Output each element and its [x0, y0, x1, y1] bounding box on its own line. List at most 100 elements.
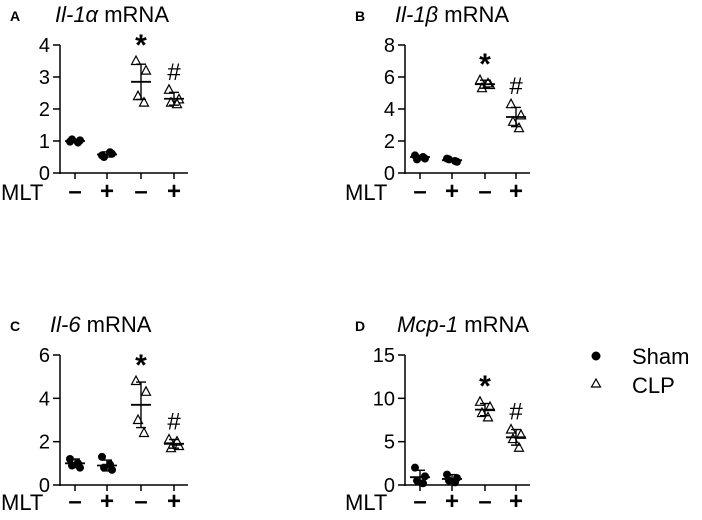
significance-hash: # — [167, 409, 181, 436]
y-tick-label: 0 — [384, 475, 395, 497]
data-point-sham — [98, 452, 106, 461]
group-2 — [442, 154, 462, 166]
data-point-clp — [507, 432, 519, 444]
chart-title: Mcp-1 mRNA — [397, 312, 529, 337]
data-point-clp — [163, 433, 175, 444]
data-point-clp — [165, 441, 177, 453]
data-point-sham — [413, 476, 421, 485]
group-4 — [163, 83, 185, 109]
mlt-sign-label: + — [445, 488, 459, 515]
data-point-clp — [165, 96, 177, 107]
data-point-clp — [138, 426, 150, 438]
y-tick-label: 4 — [384, 99, 395, 121]
group-1 — [65, 455, 85, 472]
y-tick-label: 8 — [384, 35, 395, 57]
data-point-clp — [140, 64, 152, 75]
y-tick-label: 0 — [384, 163, 395, 185]
mlt-row-label: MLT — [345, 490, 387, 515]
mlt-sign-label: + — [445, 178, 459, 205]
legend: Sham CLP — [590, 344, 689, 398]
data-point-clp — [138, 96, 150, 107]
data-point-sham — [106, 460, 114, 469]
group-3 — [130, 374, 152, 438]
mlt-sign-label: – — [134, 178, 147, 205]
y-tick-label: 0 — [39, 163, 50, 185]
y-tick-label: 6 — [39, 345, 50, 367]
group-1 — [410, 463, 430, 488]
group-1 — [65, 135, 85, 147]
significance-star: * — [135, 29, 147, 62]
panel-letter: D — [355, 318, 365, 334]
y-tick-label: 0 — [39, 475, 50, 497]
y-tick-label: 2 — [39, 432, 50, 454]
y-tick-label: 2 — [39, 99, 50, 121]
chart-title: Il-1α mRNA — [55, 2, 169, 27]
data-point-clp — [507, 115, 519, 126]
y-tick-label: 1 — [39, 131, 50, 153]
data-point-clp — [140, 385, 152, 396]
chart-title-gene: Il-1β — [395, 2, 439, 27]
group-2 — [97, 148, 117, 161]
data-point-clp — [132, 413, 144, 425]
panel-letter: C — [10, 318, 20, 334]
group-3 — [474, 73, 496, 93]
significance-hash: # — [167, 59, 181, 86]
significance-hash: # — [509, 73, 523, 100]
mlt-sign-label: – — [68, 488, 81, 515]
group-2 — [442, 470, 462, 487]
legend-clp-label: CLP — [632, 373, 675, 398]
chart-title: Il-6 mRNA — [50, 312, 152, 337]
chart-title-suffix: mRNA — [98, 2, 169, 27]
data-point-sham — [419, 479, 427, 488]
mlt-sign-label: + — [509, 178, 523, 205]
y-tick-label: 10 — [373, 388, 395, 410]
panel-letter: A — [10, 8, 20, 24]
mlt-sign-label: + — [100, 488, 114, 515]
mlt-sign-label: – — [413, 178, 426, 205]
chart-title-suffix: mRNA — [458, 312, 529, 337]
group-3 — [130, 54, 152, 107]
legend-clp-marker — [590, 377, 602, 388]
chart-title-suffix: mRNA — [438, 2, 509, 27]
legend-sham-label: Sham — [632, 344, 689, 369]
mlt-row-label: MLT — [1, 180, 43, 205]
data-point-clp — [505, 97, 517, 109]
group-4 — [505, 423, 527, 452]
y-tick-label: 4 — [39, 388, 50, 410]
mlt-row-label: MLT — [345, 180, 387, 205]
mlt-sign-label: – — [478, 488, 491, 515]
group-2 — [97, 452, 117, 474]
significance-hash: # — [509, 399, 523, 426]
mlt-row-label: MLT — [1, 490, 43, 515]
mlt-sign-label: + — [100, 178, 114, 205]
y-tick-label: 2 — [384, 131, 395, 153]
mlt-sign-label: – — [68, 178, 81, 205]
chart-title-gene: Mcp-1 — [397, 312, 458, 337]
y-tick-label: 5 — [384, 432, 395, 454]
mlt-sign-label: + — [167, 488, 181, 515]
data-point-clp — [163, 83, 175, 94]
mlt-sign-label: + — [509, 488, 523, 515]
y-tick-label: 4 — [39, 35, 50, 57]
y-tick-label: 3 — [39, 67, 50, 89]
significance-star: * — [135, 349, 147, 382]
data-point-sham — [451, 478, 459, 487]
group-4 — [505, 97, 527, 133]
group-1 — [410, 151, 430, 164]
chart-title: Il-1β mRNA — [395, 2, 509, 27]
data-point-clp — [505, 423, 517, 434]
data-point-clp — [476, 406, 488, 418]
data-point-clp — [513, 121, 525, 133]
mlt-sign-label: – — [413, 488, 426, 515]
chart-title-gene: Il-6 — [50, 312, 81, 337]
mlt-sign-label: – — [134, 488, 147, 515]
significance-star: * — [479, 48, 491, 81]
panel-letter: B — [355, 8, 365, 24]
chart-title-suffix: mRNA — [81, 312, 152, 337]
chart-title-gene: Il-1α — [55, 2, 100, 27]
